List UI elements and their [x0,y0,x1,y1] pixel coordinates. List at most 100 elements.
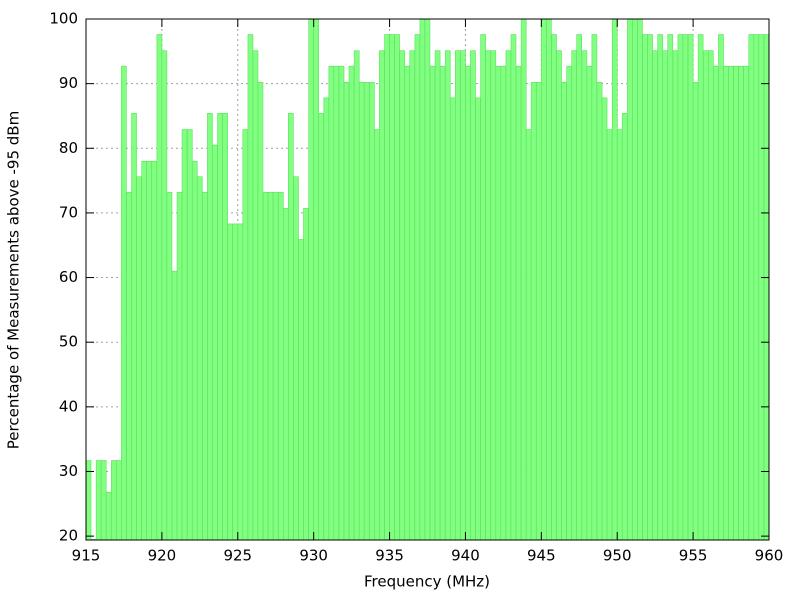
bar [262,191,269,541]
bar [394,34,400,541]
bar [718,34,724,541]
bar [697,34,704,541]
bar [551,34,557,541]
y-tick-label: 40 [59,397,78,415]
bar [207,113,213,541]
bar [667,34,674,541]
bar [621,113,628,541]
bar [682,34,689,541]
bar [191,160,198,541]
bar [566,65,572,541]
bar [662,50,669,541]
bar [272,191,279,541]
bar [723,65,729,541]
bar [136,176,142,541]
bars [85,18,770,541]
bar [434,50,441,541]
bar [743,65,749,541]
bar [333,65,340,541]
y-tick-label: 90 [59,74,78,92]
bar [202,191,208,541]
bar [308,18,314,541]
bar [374,129,380,541]
bar [470,50,476,541]
x-tick-label: 940 [451,547,480,565]
bar [500,65,507,541]
bar [181,129,188,541]
bar [100,460,107,541]
bar [116,460,122,541]
bar [763,34,770,541]
bar [105,491,112,541]
bar [738,65,744,541]
bar [728,65,734,541]
bar [515,65,522,541]
bar [85,460,92,541]
bar [576,34,583,541]
bar [196,176,203,541]
bar [485,50,491,541]
y-tick-label: 100 [49,10,78,28]
bar [384,34,390,541]
bar [353,50,360,541]
bar [712,65,719,541]
bar [424,18,431,541]
bar [505,50,512,541]
bar [454,50,461,541]
y-tick-label: 60 [59,268,78,286]
bar [404,65,411,541]
y-tick-label: 20 [59,527,78,545]
x-tick-label: 925 [223,547,252,565]
x-axis-label: Frequency (MHz) [364,573,490,591]
bar [409,50,416,541]
bar [707,50,714,541]
x-tick-label: 955 [679,547,708,565]
x-tick-label: 915 [72,547,101,565]
bar [419,18,426,541]
bar [247,34,254,541]
bar [252,50,259,541]
bar [323,97,330,541]
x-tick-label: 950 [603,547,632,565]
axes: 20 30 40 50 60 70 80 90 100 915 920 925 930 935 940 945… [49,10,783,565]
bar [702,50,709,541]
y-tick-label: 50 [59,333,78,351]
bar [414,34,421,541]
bar [460,50,466,541]
bar [677,34,684,541]
bar [217,113,223,541]
bar [525,129,532,541]
bar [293,176,299,541]
bar [298,239,304,541]
bar [161,50,168,541]
x-tick-label: 960 [755,547,784,565]
bar [95,460,102,541]
bar [606,129,613,541]
bar [283,208,289,541]
bar [611,18,618,541]
bar [616,129,623,541]
bar [227,223,233,541]
bar [591,34,598,541]
bar [343,82,350,541]
bar [328,65,335,541]
bar [257,82,264,541]
bar [278,191,284,541]
bar [748,34,755,541]
bar [692,82,699,541]
bar [237,223,244,541]
bar [288,113,294,541]
bar [166,191,173,541]
bar [399,50,406,541]
bar [439,65,446,541]
bar [490,50,497,541]
y-tick-label: 30 [59,462,78,480]
bar [657,34,664,541]
bar [520,18,527,541]
bar [146,160,153,541]
bar [242,129,249,541]
bar [429,65,436,541]
bar [510,34,517,541]
bar [232,223,239,541]
